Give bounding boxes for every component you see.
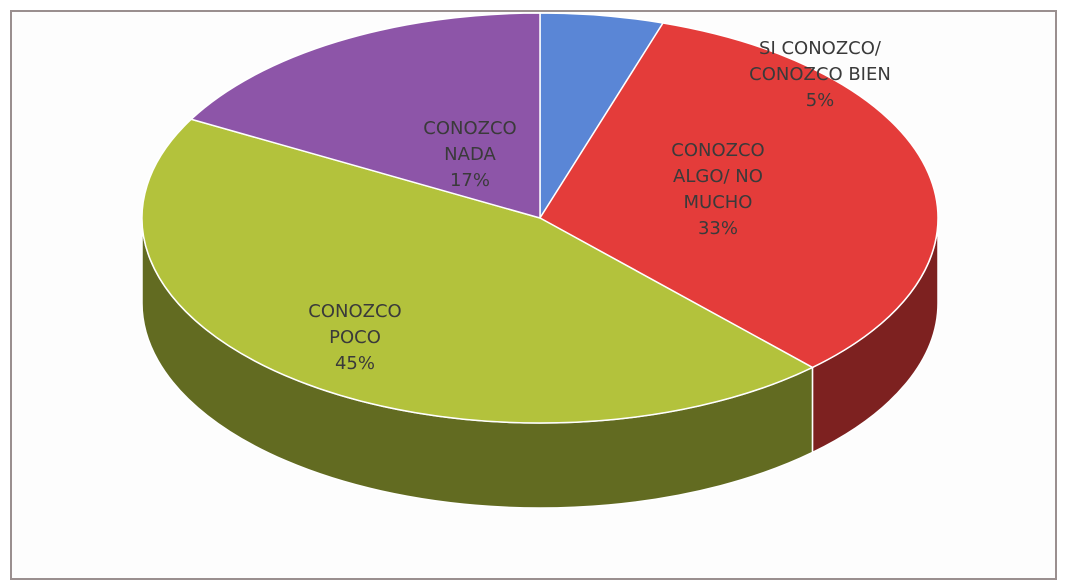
value-label: 45% [334,353,375,374]
category-label: CONOZCO POCO [308,301,402,348]
value-label: 5% [805,90,835,111]
pie-slice [189,12,541,219]
value-label: 33% [697,218,738,239]
data-label: CONOZCO NADA 17% [415,116,525,194]
category-label: CONOZCO NADA [423,118,517,165]
data-label: CONOZCO POCO 45% [300,299,410,377]
pie-slice [538,22,939,369]
pie-slice [141,118,815,424]
data-label: SI CONOZCO/ CONOZCO BIEN 5% [735,36,905,114]
category-label: CONOZCO ALGO/ NO MUCHO [671,140,765,213]
value-label: 17% [449,170,490,191]
data-label: CONOZCO ALGO/ NO MUCHO 33% [663,138,773,242]
category-label: SI CONOZCO/ CONOZCO BIEN [749,38,891,85]
